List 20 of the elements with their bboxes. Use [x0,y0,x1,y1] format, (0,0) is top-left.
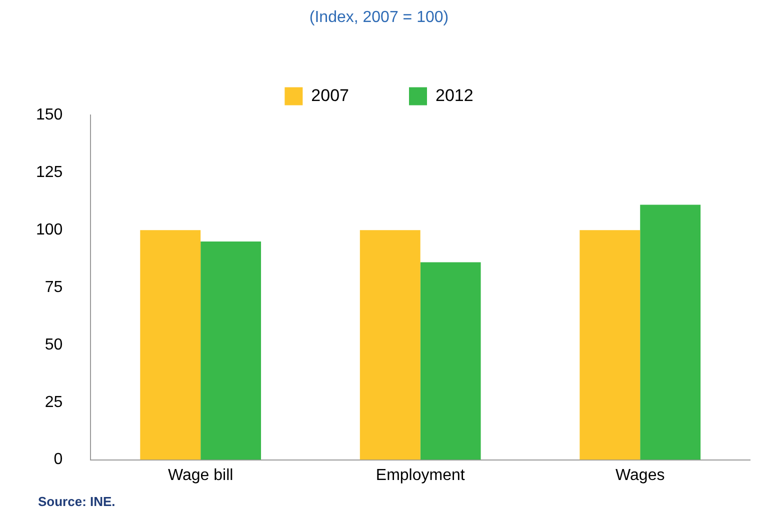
bar [360,230,420,460]
bar [420,262,481,460]
bar [580,230,640,460]
y-tick-label: 75 [44,278,63,296]
legend-label: 2007 [311,86,350,105]
bar [640,204,701,460]
bar [140,230,201,460]
y-tick-label: 100 [36,221,63,238]
bar [200,242,262,460]
y-tick-label: 150 [36,106,63,124]
x-tick-label: Wage bill [168,466,234,484]
y-tick-label: 25 [44,394,63,411]
y-tick-label: 0 [54,451,63,468]
x-tick-label: Employment [376,466,466,484]
chart-subtitle: (Index, 2007 = 100) [309,9,449,26]
legend-label: 2012 [436,86,474,105]
y-tick-label: 50 [44,336,63,354]
y-tick-label: 125 [36,164,63,182]
x-tick-label: Wages [616,466,665,484]
source-note: Source: INE. [38,494,116,510]
